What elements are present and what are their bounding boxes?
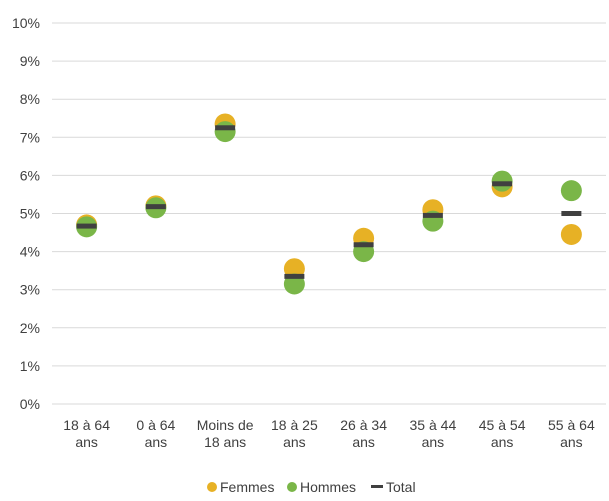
series-total [76,125,582,279]
y-tick-label: 3% [20,282,40,298]
point-total [422,212,443,218]
x-tick-label: 0 à 64 ans [136,417,175,450]
gridlines [52,22,606,405]
point-total [353,242,374,248]
point-femmes [560,223,582,245]
series-femmes [76,113,582,280]
point-hommes [560,180,582,202]
y-tick-label: 0% [20,396,40,412]
y-tick-label: 10% [12,15,40,31]
legend-label-femmes: Femmes [220,479,274,495]
y-tick-label: 2% [20,320,40,336]
legend-label-total: Total [386,479,416,495]
y-tick-label: 8% [20,91,40,107]
legend-marker-femmes [207,482,217,492]
point-total [76,223,97,229]
point-total [145,204,166,210]
x-tick-label: 18 à 25 ans [271,417,318,450]
point-hommes [214,121,236,143]
legend-marker-total [371,485,383,488]
x-tick-label: 55 à 64 ans [548,417,595,450]
x-tick-label: 35 à 44 ans [410,417,457,450]
y-tick-label: 1% [20,358,40,374]
legend-marker-hommes [287,482,297,492]
y-tick-label: 7% [20,129,40,145]
y-tick-label: 6% [20,167,40,183]
point-total [284,273,305,279]
x-tick-label: 18 à 64 ans [63,417,110,450]
y-tick-label: 4% [20,244,40,260]
y-tick-label: 9% [20,53,40,69]
point-hommes [491,170,513,192]
point-total [492,181,513,187]
point-total [561,211,582,216]
legend: Femmes Hommes Total [207,479,416,495]
legend-label-hommes: Hommes [300,479,356,495]
x-tick-label: 26 à 34 ans [340,417,387,450]
y-tick-label: 5% [20,206,40,222]
x-axis-tick-labels: 18 à 64 ans 0 à 64 ans Moins de 18 ans 18 à 25… [63,417,595,450]
x-tick-label: 45 à 54 ans [479,417,526,450]
point-total [215,125,236,131]
y-axis-tick-labels: 0% 1% 2% 3% 4% 5% 6% 7% 8% 9% 10% [12,15,40,412]
x-tick-label: Moins de 18 ans [197,417,254,450]
data-marks [76,113,582,295]
